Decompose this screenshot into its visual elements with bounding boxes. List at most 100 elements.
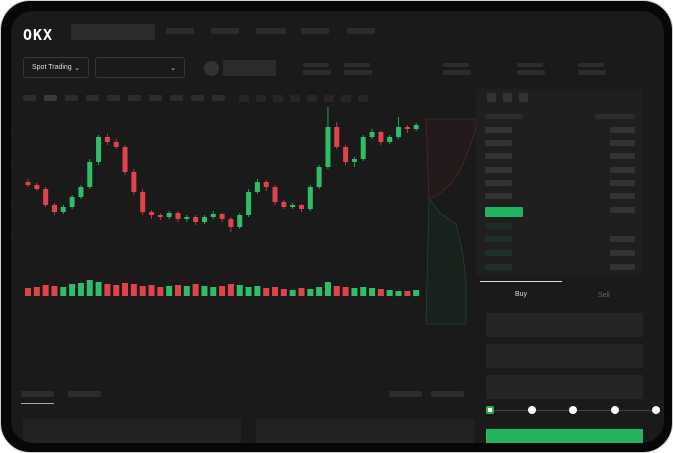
volume-bar bbox=[86, 280, 93, 296]
candle-body bbox=[78, 187, 84, 197]
candle-body bbox=[122, 147, 128, 172]
interval-tab[interactable] bbox=[191, 95, 204, 101]
interval-tab[interactable] bbox=[170, 95, 183, 101]
market-type-label: Spot Trading bbox=[32, 64, 72, 71]
interval-tab[interactable] bbox=[65, 95, 78, 101]
chevron-down-icon: ⌄ bbox=[170, 64, 176, 72]
bid-price bbox=[485, 223, 512, 229]
candle-body bbox=[360, 137, 366, 159]
candle-body bbox=[87, 162, 93, 187]
indicator-icon[interactable] bbox=[256, 95, 266, 102]
nav-item[interactable] bbox=[166, 28, 194, 34]
interval-tab[interactable] bbox=[128, 95, 141, 101]
interval-tab[interactable] bbox=[107, 95, 120, 101]
candle-body bbox=[25, 182, 31, 185]
volume-bar bbox=[60, 287, 67, 296]
price-input[interactable] bbox=[486, 313, 643, 337]
ask-price bbox=[485, 193, 512, 199]
orderbook-buy-icon[interactable] bbox=[503, 93, 512, 102]
stat-label bbox=[443, 63, 469, 67]
ask-price bbox=[485, 167, 512, 173]
candle-body bbox=[254, 182, 260, 192]
buy-button[interactable] bbox=[486, 429, 643, 443]
interval-tab[interactable] bbox=[212, 95, 225, 101]
buy-tab-underline bbox=[480, 281, 562, 282]
leverage-step[interactable] bbox=[652, 406, 660, 414]
candle-body bbox=[210, 214, 216, 217]
candle-body bbox=[34, 185, 40, 189]
orderbook-both-icon[interactable] bbox=[487, 93, 496, 102]
volume-bar bbox=[33, 287, 40, 296]
bid-depth-area bbox=[425, 198, 467, 325]
interval-tab[interactable] bbox=[23, 95, 36, 101]
active-tab-underline bbox=[21, 403, 54, 404]
amount bbox=[610, 207, 635, 213]
tab-order-history[interactable] bbox=[68, 391, 101, 397]
volume-bar bbox=[210, 287, 217, 296]
indicator-icon[interactable] bbox=[239, 95, 249, 102]
volume-bar bbox=[324, 282, 331, 296]
candle-body bbox=[219, 214, 225, 219]
candle-body bbox=[281, 202, 287, 207]
candle-body bbox=[351, 159, 357, 162]
buy-tab[interactable]: Buy bbox=[515, 291, 528, 298]
nav-item[interactable] bbox=[301, 28, 329, 34]
amount-input[interactable] bbox=[486, 344, 643, 368]
volume-bar bbox=[183, 286, 190, 296]
volume-bar bbox=[307, 289, 314, 296]
candle-body bbox=[369, 132, 375, 137]
volume-bar bbox=[157, 287, 164, 296]
candle-body bbox=[69, 197, 75, 207]
filter-button[interactable] bbox=[389, 391, 422, 397]
bid-price bbox=[485, 236, 512, 242]
ask-price bbox=[485, 127, 512, 133]
interval-tab[interactable] bbox=[86, 95, 99, 101]
ask-amount bbox=[610, 180, 635, 186]
candle-body bbox=[175, 213, 181, 219]
volume-bar bbox=[77, 283, 84, 296]
draw-icon[interactable] bbox=[290, 95, 300, 102]
leverage-step[interactable] bbox=[610, 406, 619, 414]
circle-icon[interactable] bbox=[341, 95, 351, 102]
leverage-step[interactable] bbox=[569, 406, 577, 414]
interval-tab[interactable] bbox=[149, 95, 162, 101]
volume-bar bbox=[104, 284, 111, 296]
volume-bar bbox=[245, 287, 252, 296]
pen-icon[interactable] bbox=[307, 95, 317, 102]
orderbook-sell-icon[interactable] bbox=[519, 93, 528, 102]
candle-body bbox=[131, 172, 137, 192]
coin-icon bbox=[204, 61, 219, 76]
candle-body bbox=[343, 147, 349, 162]
target-icon[interactable] bbox=[324, 95, 334, 102]
nav-item[interactable] bbox=[256, 28, 286, 34]
candle-body bbox=[51, 205, 57, 212]
ask-amount bbox=[610, 153, 635, 159]
stat-value bbox=[578, 70, 606, 75]
stat-value bbox=[303, 70, 331, 75]
okx-logo: OKX bbox=[23, 26, 54, 44]
orders-panel bbox=[23, 419, 241, 443]
interval-tab[interactable] bbox=[44, 95, 57, 101]
trading-screen: OKX Spot Trading ⌄ ⌄ Buy Sell bbox=[11, 11, 664, 443]
ask-price bbox=[485, 140, 512, 146]
candle-body bbox=[307, 187, 313, 209]
volume-bar bbox=[25, 288, 31, 296]
sell-tab[interactable]: Sell bbox=[598, 292, 610, 299]
total-input[interactable] bbox=[486, 375, 643, 399]
market-type-dropdown[interactable]: Spot Trading ⌄ bbox=[23, 57, 89, 78]
settings-icon[interactable] bbox=[273, 95, 283, 102]
candle-body bbox=[113, 142, 119, 147]
stat-value bbox=[517, 70, 545, 75]
nav-item[interactable] bbox=[211, 28, 239, 34]
volume-bar bbox=[166, 286, 173, 296]
pair-dropdown[interactable]: ⌄ bbox=[95, 57, 185, 78]
nav-item[interactable] bbox=[347, 28, 375, 34]
filter-button[interactable] bbox=[431, 391, 464, 397]
expand-icon[interactable] bbox=[358, 95, 368, 102]
leverage-step[interactable] bbox=[486, 406, 494, 414]
leverage-step[interactable] bbox=[527, 406, 536, 414]
search-bar[interactable] bbox=[71, 24, 155, 40]
candle-body bbox=[290, 205, 296, 207]
volume-bar bbox=[236, 285, 243, 296]
tab-open-orders[interactable] bbox=[21, 391, 54, 397]
